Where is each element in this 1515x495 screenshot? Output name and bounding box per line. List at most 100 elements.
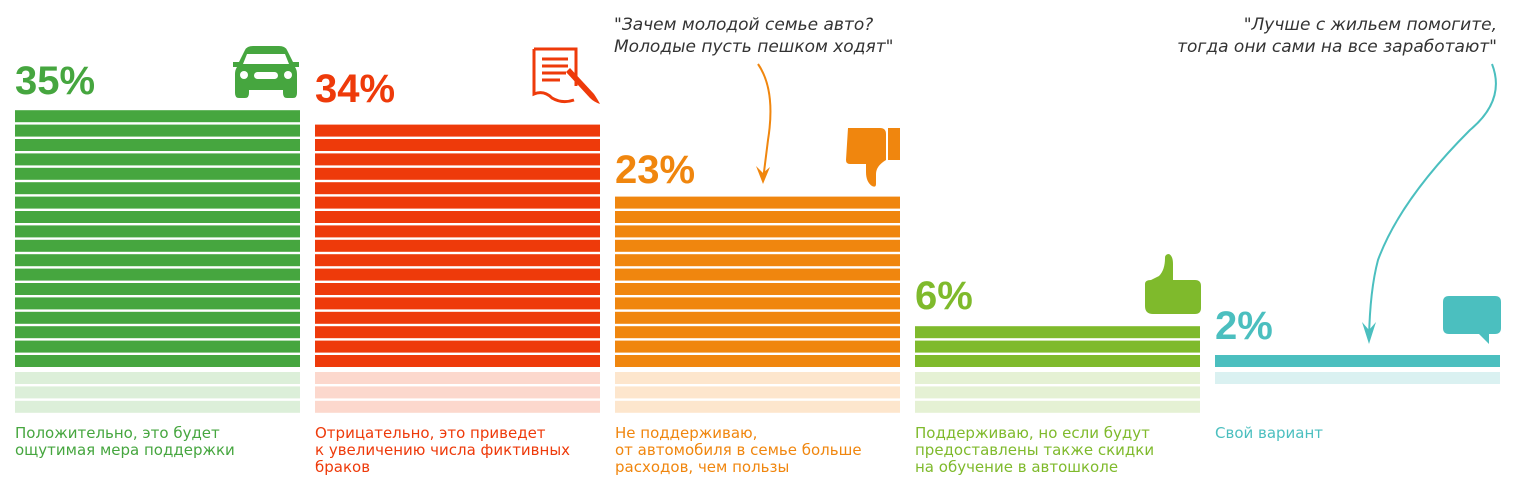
quote-annotation-1: "Лучше с жильем помогите, тогда они сами… <box>1177 14 1497 58</box>
bar-stripe <box>315 167 600 180</box>
bar-stripe <box>615 297 900 310</box>
category-caption-2: Не поддерживаю, от автомобиля в семье бо… <box>615 425 905 476</box>
bar-3 <box>915 326 1200 413</box>
bar-4 <box>1215 355 1500 384</box>
bar-stripe <box>15 153 300 166</box>
arrow-to-bar-4 <box>1368 63 1497 339</box>
bar-stripe <box>15 283 300 295</box>
bar-stripe <box>615 311 900 324</box>
bar-background-stripe <box>615 386 900 399</box>
bar-stripe <box>15 124 300 137</box>
bar-1 <box>315 124 600 413</box>
car-icon <box>233 46 299 98</box>
quote-line: "Зачем молодой семье авто? <box>614 15 874 35</box>
bar-stripe <box>315 182 600 195</box>
bar-background-stripe <box>315 372 600 384</box>
caption-line: ощутимая мера поддержки <box>15 441 235 459</box>
thumbs-down-icon <box>846 128 900 187</box>
quote-line: Молодые пусть пешком ходят" <box>614 37 894 57</box>
bar-background-stripe <box>915 386 1200 399</box>
bar-stripe <box>315 239 600 252</box>
category-caption-3: Поддерживаю, но если будут предоставлены… <box>915 425 1205 476</box>
caption-line: Поддерживаю, но если будут <box>915 424 1150 442</box>
arrow-to-bar-2 <box>757 63 772 181</box>
bar-background-stripe <box>15 372 300 384</box>
bar-stripe <box>915 326 1200 339</box>
bar-background-stripe <box>915 372 1200 384</box>
arrow-head-2 <box>756 166 770 184</box>
bar-stripe <box>615 254 900 267</box>
caption-line: Отрицательно, это приведет <box>315 424 546 442</box>
bar-stripe <box>315 283 600 295</box>
value-label-2: 23% <box>615 148 696 192</box>
bar-stripe <box>615 211 900 223</box>
value-label-1: 34% <box>315 67 396 111</box>
caption-line: Положительно, это будет <box>15 424 220 442</box>
caption-line: предоставлены также скидки <box>915 441 1155 459</box>
bar-stripe <box>315 340 600 353</box>
bar-stripe <box>615 225 900 238</box>
bar-stripe <box>15 355 300 367</box>
bar-stripe <box>15 225 300 238</box>
document-pen-icon <box>532 47 600 104</box>
caption-line: расходов, чем пользы <box>615 458 790 476</box>
bar-stripe <box>15 326 300 339</box>
category-caption-4: Свой вариант <box>1215 425 1505 442</box>
bar-stripe <box>315 268 600 281</box>
caption-line: от автомобиля в семье больше <box>615 441 862 459</box>
caption-line: браков <box>315 458 371 476</box>
bar-stripe <box>315 254 600 267</box>
quote-line: "Лучше с жильем помогите, <box>1243 15 1497 35</box>
bar-stripe <box>15 268 300 281</box>
bar-stripe <box>15 239 300 252</box>
bar-stripe <box>315 326 600 339</box>
bar-stripe <box>315 311 600 324</box>
caption-line: к увеличению числа фиктивных <box>315 441 571 459</box>
caption-line: на обучение в автошколе <box>915 458 1119 476</box>
bar-stripe <box>915 340 1200 353</box>
bar-stripe <box>15 182 300 195</box>
bar-background-stripe <box>315 386 600 399</box>
bar-stripe <box>15 340 300 353</box>
bar-stripe <box>315 196 600 209</box>
bar-stripe <box>315 124 600 137</box>
value-label-4: 2% <box>1215 304 1273 348</box>
bar-stripe <box>15 311 300 324</box>
bar-stripe <box>615 326 900 339</box>
bar-stripe <box>915 355 1200 367</box>
bar-background-stripe <box>15 386 300 399</box>
bar-background-stripe <box>915 400 1200 413</box>
bar-stripe <box>15 254 300 267</box>
quote-annotation-0: "Зачем молодой семье авто? Молодые пусть… <box>614 14 893 58</box>
bar-stripe <box>315 211 600 223</box>
bar-background-stripe <box>1215 372 1500 384</box>
value-label-0: 35% <box>15 59 96 103</box>
bar-stripe <box>615 196 900 209</box>
bar-stripe <box>1215 355 1500 367</box>
bar-stripe <box>615 340 900 353</box>
bar-background-stripe <box>615 400 900 413</box>
bar-background-stripe <box>615 372 900 384</box>
bar-stripe <box>315 139 600 151</box>
thumbs-up-icon <box>1145 254 1201 314</box>
bar-background-stripe <box>15 400 300 413</box>
arrow-head-4 <box>1362 322 1376 344</box>
category-caption-1: Отрицательно, это приведет к увеличению … <box>315 425 605 476</box>
bar-stripe <box>15 211 300 223</box>
speech-bubble-icon <box>1443 296 1501 344</box>
value-label-3: 6% <box>915 274 973 318</box>
bar-stripe <box>615 283 900 295</box>
bar-2 <box>615 196 900 413</box>
bar-stripe <box>15 139 300 151</box>
category-caption-0: Положительно, это будет ощутимая мера по… <box>15 425 305 459</box>
bar-stripe <box>15 110 300 123</box>
caption-line: Свой вариант <box>1215 424 1324 442</box>
bar-stripe <box>315 297 600 310</box>
bar-background-stripe <box>315 400 600 413</box>
bar-stripe <box>615 239 900 252</box>
quote-line: тогда они сами на все заработают" <box>1177 37 1497 57</box>
bar-stripe <box>15 167 300 180</box>
bar-0 <box>15 110 300 413</box>
